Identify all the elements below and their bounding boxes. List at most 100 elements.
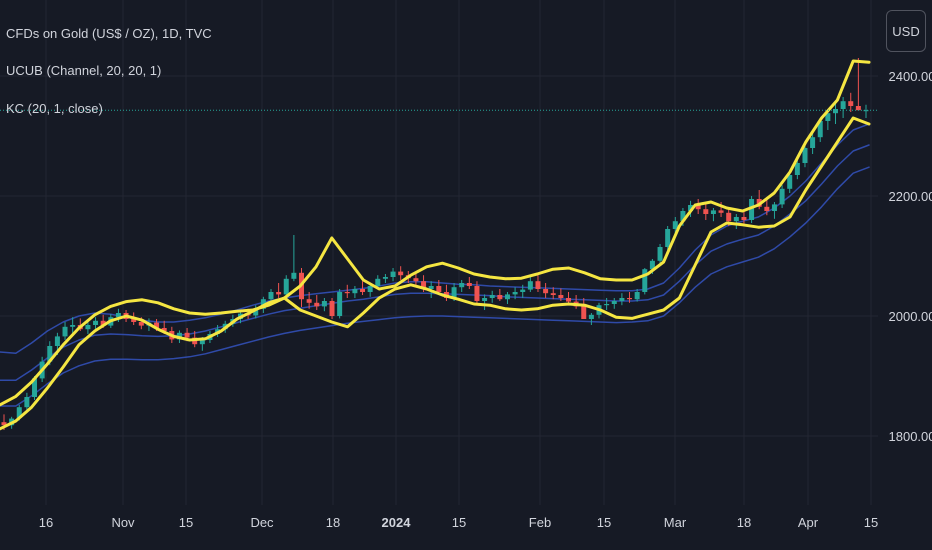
keltner-lower-line [0,166,870,407]
candle-up [680,211,686,222]
candle-up [70,325,76,327]
candle-down [627,298,633,300]
y-tick-label: 1800.00 [889,429,932,444]
candle-up [520,289,526,292]
candle-up [24,397,30,408]
x-tick-label: 18 [326,515,340,530]
legend-indicator-kc[interactable]: KC (20, 1, close) [6,101,103,116]
candle-up [779,188,785,205]
candle-up [337,292,343,316]
candle-up [672,221,678,229]
candle-up [802,148,808,163]
candle-up [619,298,625,301]
grid [0,0,878,505]
candle-up [642,269,648,292]
candle-down [398,271,404,276]
x-tick-label: 15 [452,515,466,530]
candle-down [344,292,350,294]
candle-up [527,281,533,290]
candle-up [634,292,640,300]
candle-down [466,283,472,286]
candle-down [413,278,419,282]
x-tick-label: Dec [250,515,274,530]
legend-indicator-ucub[interactable]: UCUB (Channel, 20, 20, 1) [6,63,162,78]
candle-up [375,278,381,286]
candle-up [817,121,823,138]
candle-down [543,289,549,294]
candle-down [184,332,190,338]
candle-down [726,212,732,222]
candle-up [825,113,831,121]
candle-up [489,295,495,298]
candle-up [504,294,510,300]
candle-up [665,229,671,247]
y-axis[interactable]: 1800.00 2000.00 2200.00 2400.00 [889,69,932,444]
y-tick-label: 2000.00 [889,309,932,324]
candle-up [794,163,800,175]
candle-down [474,286,480,301]
candle-down [329,301,335,316]
candle-down [558,295,564,298]
x-tick-label: Mar [664,515,687,530]
x-tick-label: Nov [111,515,135,530]
candle-down [436,286,442,292]
currency-button[interactable]: USD [886,10,926,52]
candle-up [688,205,694,211]
candle-up [176,332,182,340]
candle-down [550,293,556,295]
candle-up [382,277,388,279]
candle-up [787,175,793,189]
candle-up [367,286,373,292]
x-axis[interactable]: 16 Nov 15 Dec 18 2024 15 Feb 15 Mar 18 Apr 15 [39,515,878,530]
candle-up [16,407,22,418]
y-tick-label: 2200.00 [889,189,932,204]
x-tick-label: 15 [864,515,878,530]
candle-up [588,314,594,319]
candle-up [810,137,816,148]
candle-up [352,289,358,294]
x-tick-label: Feb [529,515,551,530]
x-tick-label: 2024 [382,515,412,530]
candle-down [535,281,541,289]
x-tick-label: 16 [39,515,53,530]
candle-up [268,292,274,300]
candle-up [199,340,205,345]
candle-up [321,301,327,307]
candle-down [306,299,312,303]
x-tick-label: Apr [798,515,819,530]
candle-up [62,326,68,337]
candle-down [848,101,854,106]
candle-down [421,281,427,289]
x-tick-label: 18 [737,515,751,530]
candle-up [482,298,488,301]
candle-up [771,204,777,211]
candle-down [131,319,137,322]
candle-up [733,217,739,222]
candle-down [718,210,724,213]
candle-up [863,110,869,112]
keltner-upper-line [0,123,870,354]
candle-up [390,271,396,277]
candle-up [93,320,99,325]
candle-up [253,308,259,316]
candle-down [360,289,366,292]
candle-down [161,328,167,331]
price-channel [0,59,871,431]
candle-up [840,101,846,109]
candle-up [451,287,457,298]
candle-down [703,209,709,214]
y-tick-label: 2400.00 [889,69,932,84]
candle-down [314,302,320,307]
candle-down [741,217,747,220]
candle-up [115,313,121,318]
candle-up [749,199,755,220]
candle-down [695,205,701,210]
legend-symbol[interactable]: CFDs on Gold (US$ / OZ), 1D, TVC [6,26,212,41]
candle-down [581,306,587,319]
candle-down [276,292,282,295]
candle-down [855,106,861,111]
candle-up [459,283,465,288]
candle-up [32,378,38,397]
